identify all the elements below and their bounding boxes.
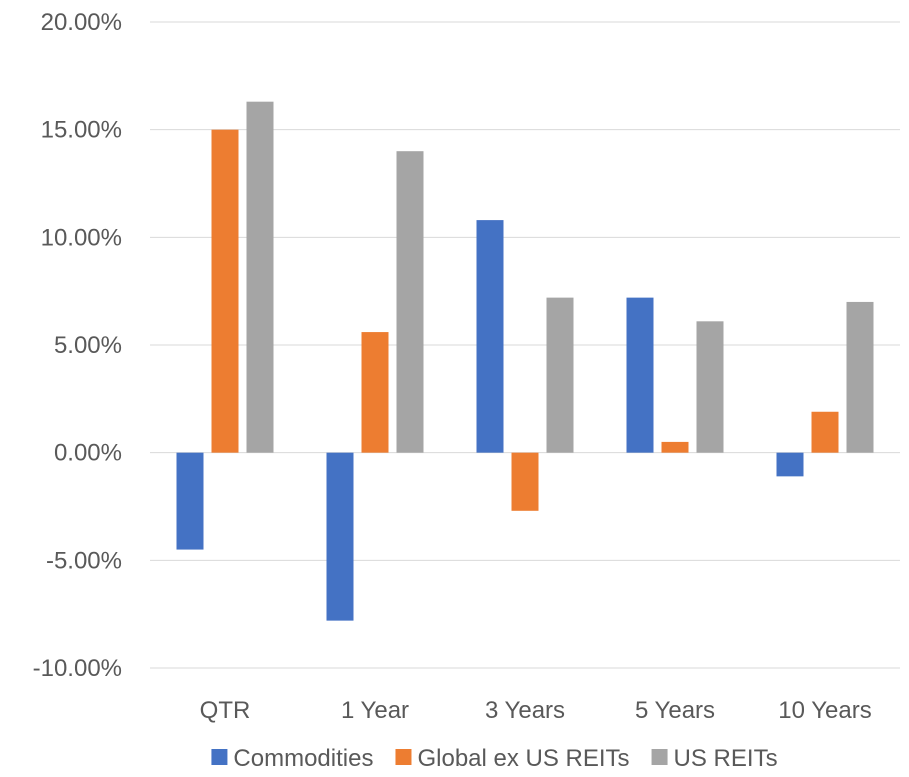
legend-label: US REITs <box>674 745 778 772</box>
x-tick-label: 1 Year <box>341 697 409 724</box>
y-axis-tick-labels: -10.00% -5.00% 0.00% 5.00% 10.00% 15.00% 20.00… <box>33 9 122 682</box>
x-tick-label: 5 Years <box>635 697 715 724</box>
legend-label: Global ex US REITs <box>417 745 629 772</box>
legend-swatch <box>651 749 668 765</box>
y-tick-label: -10.00% <box>33 655 122 682</box>
y-tick-label: 5.00% <box>54 332 122 359</box>
bar-commodities-1-year <box>326 452 354 621</box>
legend-label: Commodities <box>233 745 373 772</box>
bar-global-ex-us-reits-3-years <box>511 452 539 511</box>
y-tick-label: -5.00% <box>46 547 122 574</box>
y-tick-label: 15.00% <box>41 117 122 144</box>
bar-global-ex-us-reits-5-years <box>661 441 689 453</box>
x-tick-label: 3 Years <box>485 697 565 724</box>
x-tick-label: QTR <box>200 697 251 724</box>
bar-commodities-5-years <box>626 297 654 453</box>
bar-us-reits-3-years <box>546 297 574 453</box>
bar-global-ex-us-reits-1-year <box>361 332 389 453</box>
bars <box>176 101 874 621</box>
legend-swatch <box>211 749 228 765</box>
bar-global-ex-us-reits-qtr <box>211 129 239 453</box>
y-tick-label: 20.00% <box>41 9 122 36</box>
bar-commodities-3-years <box>476 220 504 453</box>
bar-global-ex-us-reits-10-years <box>811 411 839 453</box>
x-tick-label: 10 Years <box>778 697 871 724</box>
bar-us-reits-qtr <box>246 101 274 453</box>
y-tick-label: 10.00% <box>41 224 122 251</box>
bar-us-reits-10-years <box>846 301 874 453</box>
x-axis-tick-labels: QTR 1 Year 3 Years 5 Years 10 Years <box>200 697 872 724</box>
bar-commodities-10-years <box>776 452 804 477</box>
bar-us-reits-5-years <box>696 321 724 453</box>
y-tick-label: 0.00% <box>54 440 122 467</box>
bar-commodities-qtr <box>176 452 204 550</box>
legend: Commodities Global ex US REITs US REITs <box>211 745 778 772</box>
bar-us-reits-1-year <box>396 151 424 453</box>
legend-swatch <box>395 749 412 765</box>
